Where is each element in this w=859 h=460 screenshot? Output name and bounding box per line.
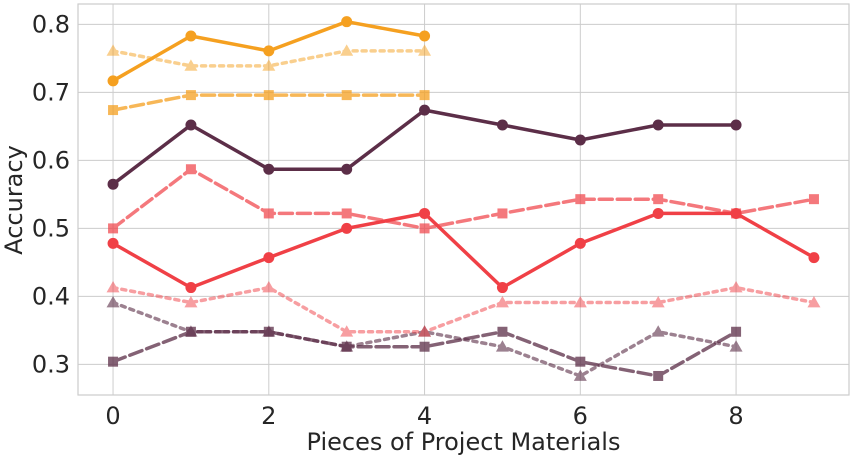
- series: [106, 44, 432, 71]
- data-point: [263, 252, 275, 264]
- x-tick-label: 6: [573, 402, 588, 430]
- data-point: [340, 325, 354, 337]
- data-point: [497, 326, 508, 337]
- y-tick-label: 0.7: [32, 78, 70, 106]
- data-point: [185, 119, 197, 131]
- data-point: [495, 296, 509, 308]
- data-point: [341, 163, 353, 175]
- data-point: [107, 178, 119, 190]
- y-tick-label: 0.8: [32, 10, 70, 38]
- data-point: [108, 223, 119, 234]
- x-tick-label: 0: [105, 402, 120, 430]
- data-point: [575, 356, 586, 367]
- data-point: [263, 208, 274, 219]
- data-point: [730, 119, 742, 131]
- data-point: [185, 30, 197, 42]
- y-tick-label: 0.4: [32, 282, 70, 310]
- data-point: [262, 281, 276, 293]
- data-point: [184, 296, 198, 308]
- x-axis-label: Pieces of Project Materials: [307, 428, 621, 456]
- data-point: [574, 237, 586, 249]
- data-point: [419, 30, 431, 42]
- data-point: [262, 59, 276, 71]
- data-point: [419, 104, 431, 116]
- data-point: [651, 296, 665, 308]
- y-tick-labels: 0.3 0.4 0.5 0.6 0.7 0.8: [32, 10, 70, 378]
- data-point: [185, 326, 196, 337]
- data-point: [419, 90, 430, 101]
- data-point: [108, 356, 119, 367]
- data-point: [653, 370, 664, 381]
- data-point: [573, 296, 587, 308]
- series: [108, 90, 430, 116]
- data-point: [341, 208, 352, 219]
- data-point: [341, 341, 352, 352]
- data-point: [106, 44, 120, 56]
- data-point: [495, 340, 509, 352]
- data-point: [497, 208, 508, 219]
- data-point: [575, 194, 586, 205]
- data-point: [496, 119, 508, 131]
- data-point: [418, 325, 432, 337]
- data-point: [418, 44, 432, 56]
- data-point: [652, 207, 664, 219]
- x-tick-label: 2: [261, 402, 276, 430]
- data-point: [341, 222, 353, 234]
- data-point: [341, 90, 352, 101]
- data-point: [729, 340, 743, 352]
- plot-frame: [77, 3, 850, 396]
- data-point: [419, 341, 430, 352]
- series-layer: [106, 16, 821, 381]
- series-line: [111, 167, 816, 231]
- x-tick-label: 4: [417, 402, 432, 430]
- x-tick-label: 8: [728, 402, 743, 430]
- y-axis-label: Accuracy: [0, 145, 28, 255]
- data-point: [185, 282, 197, 294]
- data-point: [184, 59, 198, 71]
- data-point: [808, 194, 819, 205]
- data-point: [496, 282, 508, 294]
- data-point: [419, 223, 430, 234]
- data-point: [263, 90, 274, 101]
- data-point: [729, 281, 743, 293]
- data-point: [107, 237, 119, 249]
- data-point: [263, 163, 275, 175]
- data-point: [107, 75, 119, 87]
- data-point: [106, 281, 120, 293]
- data-point: [106, 296, 120, 308]
- data-point: [731, 208, 742, 219]
- data-point: [573, 369, 587, 381]
- series: [108, 326, 742, 381]
- data-point: [574, 134, 586, 146]
- series-line: [111, 211, 816, 290]
- data-point: [108, 105, 119, 116]
- y-tick-label: 0.6: [32, 146, 70, 174]
- data-point: [652, 119, 664, 131]
- y-tick-label: 0.3: [32, 350, 70, 378]
- grid-lines: [78, 4, 849, 395]
- data-point: [651, 325, 665, 337]
- data-point: [263, 326, 274, 337]
- data-point: [185, 164, 196, 175]
- data-point: [653, 194, 664, 205]
- series: [106, 281, 821, 337]
- data-point: [341, 16, 353, 28]
- data-point: [731, 326, 742, 337]
- series-line: [111, 285, 816, 334]
- series: [107, 16, 431, 87]
- data-point: [263, 45, 275, 57]
- data-point: [340, 44, 354, 56]
- data-point: [419, 207, 431, 219]
- x-tick-labels: 0 2 4 6 8: [105, 402, 743, 430]
- series: [107, 207, 820, 294]
- data-point: [807, 296, 821, 308]
- y-tick-label: 0.5: [32, 214, 70, 242]
- series: [107, 104, 742, 190]
- data-point: [185, 90, 196, 101]
- data-point: [808, 252, 820, 264]
- series: [108, 164, 819, 234]
